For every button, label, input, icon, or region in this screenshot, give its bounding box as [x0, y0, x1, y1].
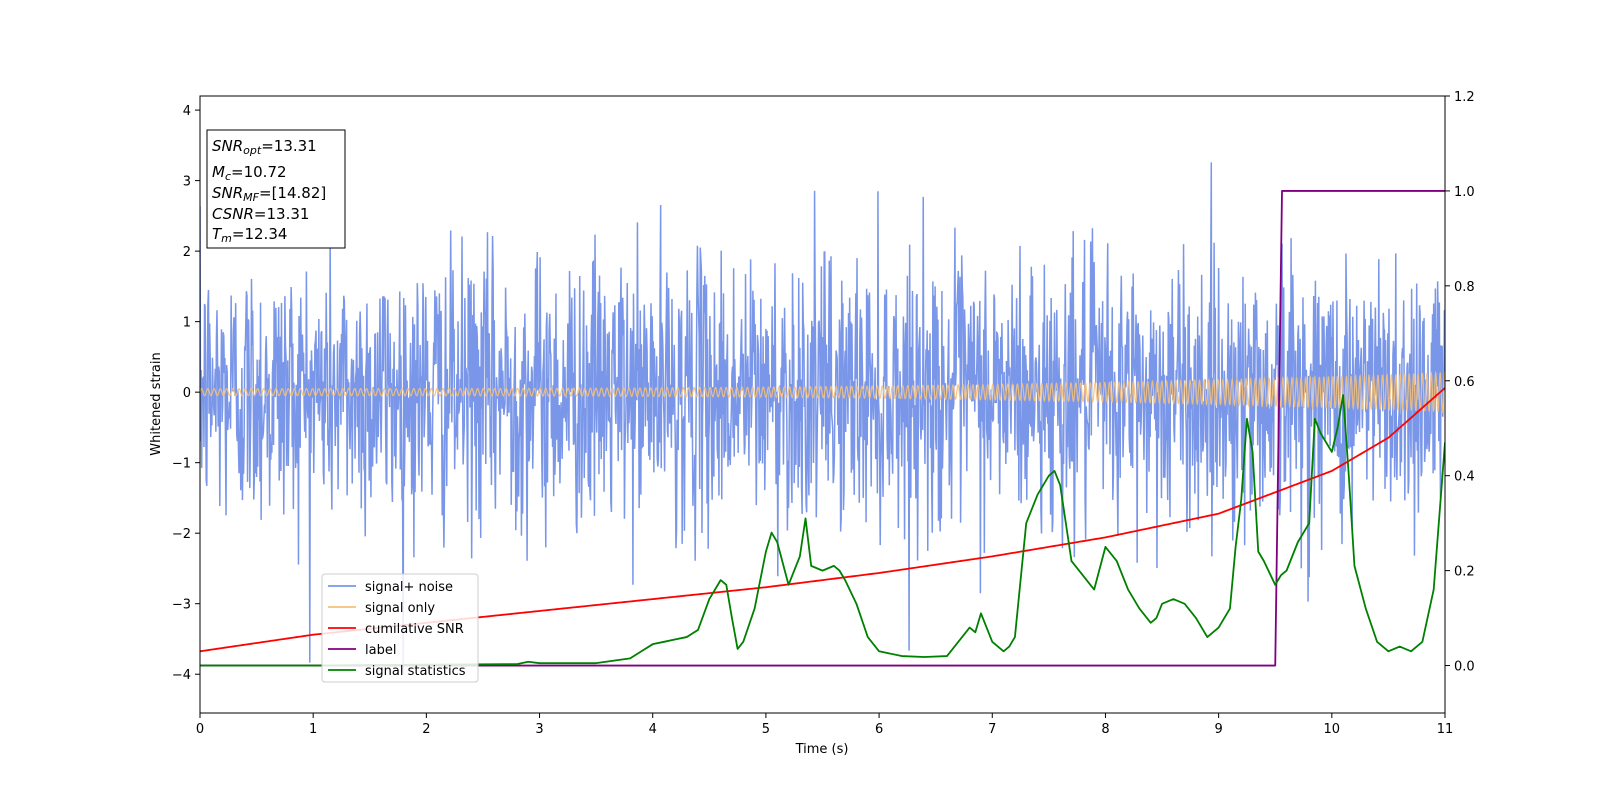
annotation-line: SNRopt=13.31: [212, 137, 317, 157]
signal-statistics-line: [200, 394, 1445, 667]
x-tick-label: 5: [762, 722, 770, 737]
left-y-tick-label: −1: [172, 457, 191, 472]
label-line: [200, 190, 1445, 667]
x-tick-label: 4: [649, 722, 657, 737]
annotation-frame: [206, 129, 346, 249]
legend-label: label: [365, 643, 396, 658]
left-y-tick-label: −4: [172, 668, 191, 683]
right-y-tick-label: 1.2: [1454, 90, 1475, 105]
left-y-tick-label: 3: [183, 175, 191, 190]
left-y-tick-label: −2: [172, 527, 191, 542]
x-tick-label: 10: [1324, 722, 1341, 737]
legend-label: signal+ noise: [365, 580, 453, 595]
annotation-line: SNRMF=[14.82]: [212, 184, 326, 204]
x-axis-label: Time (s): [795, 742, 849, 757]
x-axis: 0 1 2 3 4 5 6 7 8 9 10 11: [196, 713, 1453, 737]
signal-only-series: [200, 370, 1445, 414]
legend: signal+ noise signal only cumilative SNR la…: [321, 573, 479, 683]
left-y-tick-label: 1: [183, 316, 191, 331]
signal-plus-noise-line: [200, 162, 1445, 674]
legend-label: signal statistics: [365, 664, 466, 679]
x-tick-label: 0: [196, 722, 204, 737]
x-tick-label: 11: [1437, 722, 1454, 737]
annotation-line: CSNR=13.31: [212, 205, 309, 223]
y-axis-label: Whitened strain: [149, 352, 164, 455]
legend-label: cumilative SNR: [365, 622, 464, 637]
left-y-tick-label: 4: [183, 104, 191, 119]
x-tick-label: 6: [875, 722, 883, 737]
signal-only-line: [200, 370, 1445, 414]
plot-frame: [199, 95, 1446, 714]
legend-label: signal only: [365, 601, 435, 616]
signal-plus-noise-series: [200, 162, 1445, 674]
annotation-line: Mc=10.72: [212, 163, 287, 183]
stats-annotation-box: SNRopt=13.31 Mc=10.72SNRMF=[14.82]CSNR=13…: [206, 129, 346, 249]
right-y-tick-label: 1.0: [1454, 185, 1475, 200]
x-tick-label: 2: [422, 722, 430, 737]
right-y-axis: 0.0 0.2 0.4 0.6 0.8 1.0 1.2: [1445, 90, 1475, 675]
right-y-tick-label: 0.4: [1454, 470, 1475, 485]
left-y-tick-label: −3: [172, 598, 191, 613]
right-y-tick-label: 0.6: [1454, 375, 1475, 390]
right-y-tick-label: 0.2: [1454, 565, 1475, 580]
x-tick-label: 8: [1101, 722, 1109, 737]
right-y-tick-label: 0.0: [1454, 660, 1475, 675]
left-y-axis: −4 −3 −2 −1 0 1 2 3 4: [172, 104, 200, 683]
left-y-tick-label: 0: [183, 386, 191, 401]
x-tick-label: 7: [988, 722, 996, 737]
x-tick-label: 1: [309, 722, 317, 737]
x-tick-label: 9: [1214, 722, 1222, 737]
right-y-tick-label: 0.8: [1454, 280, 1475, 295]
annotation-line: Tm=12.34: [212, 225, 287, 245]
legend-frame: [321, 573, 479, 683]
x-tick-label: 3: [535, 722, 543, 737]
left-y-tick-label: 2: [183, 245, 191, 260]
